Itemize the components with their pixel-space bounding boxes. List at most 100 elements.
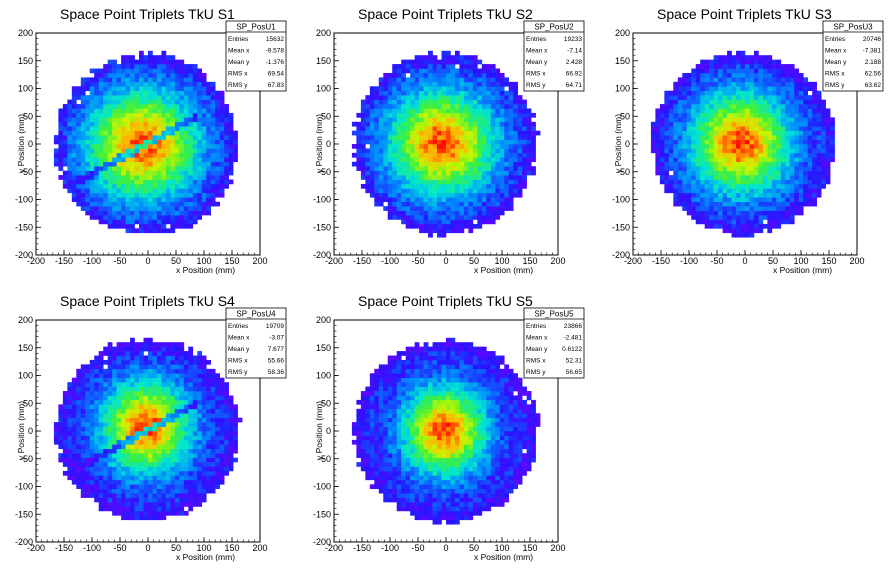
histogram-bin bbox=[85, 444, 91, 450]
histogram-bin bbox=[486, 157, 492, 163]
histogram-bin bbox=[686, 126, 692, 131]
histogram-bin bbox=[410, 90, 415, 96]
histogram-bin bbox=[53, 152, 59, 158]
histogram-bin bbox=[727, 148, 732, 154]
histogram-bin bbox=[807, 170, 813, 176]
histogram-bin bbox=[419, 188, 424, 194]
histogram-bin bbox=[67, 408, 73, 414]
histogram-bin bbox=[740, 148, 746, 154]
histogram-bin bbox=[481, 144, 487, 149]
histogram-bin bbox=[85, 77, 91, 83]
histogram-bin bbox=[780, 112, 786, 118]
histogram-bin bbox=[378, 77, 384, 83]
histogram-bin bbox=[691, 77, 697, 83]
histogram-bin bbox=[704, 179, 710, 185]
histogram-bin bbox=[722, 219, 728, 225]
histogram-bin bbox=[107, 475, 113, 481]
histogram-bin bbox=[387, 152, 393, 158]
histogram-bin bbox=[378, 201, 384, 207]
histogram-bin bbox=[767, 130, 773, 136]
stats-key: Mean x bbox=[526, 48, 548, 55]
histogram-bin bbox=[125, 72, 131, 78]
histogram-bin bbox=[736, 81, 741, 87]
histogram-bin bbox=[481, 219, 487, 225]
histogram-bin bbox=[383, 104, 389, 109]
histogram-bin bbox=[53, 135, 59, 140]
histogram-bin bbox=[85, 479, 91, 485]
histogram-bin bbox=[116, 183, 122, 189]
histogram-bin bbox=[107, 95, 113, 100]
histogram-bin bbox=[143, 99, 149, 105]
histogram-bin bbox=[468, 72, 474, 78]
histogram-bin bbox=[121, 395, 126, 401]
histogram-bin bbox=[798, 99, 804, 105]
histogram-bin bbox=[709, 64, 714, 69]
histogram-bin bbox=[188, 72, 194, 78]
histogram-bin bbox=[454, 104, 460, 109]
histogram-bin bbox=[170, 68, 176, 74]
histogram-bin bbox=[437, 148, 442, 154]
histogram-bin bbox=[112, 386, 117, 392]
histogram-bin bbox=[419, 81, 424, 87]
histogram-bin bbox=[508, 157, 514, 163]
histogram-bin bbox=[405, 121, 411, 127]
histogram-bin bbox=[148, 223, 153, 229]
histogram-bin bbox=[816, 161, 822, 167]
histogram-bin bbox=[125, 139, 131, 145]
histogram-bin bbox=[98, 144, 104, 149]
histogram-bin bbox=[677, 86, 683, 92]
histogram-bin bbox=[794, 99, 800, 105]
histogram-bin bbox=[98, 382, 104, 387]
histogram-bin bbox=[468, 130, 474, 136]
histogram-bin bbox=[94, 368, 100, 374]
histogram-bin bbox=[130, 192, 135, 198]
histogram-bin bbox=[758, 161, 764, 167]
histogram-bin bbox=[165, 161, 171, 167]
histogram-bin bbox=[374, 126, 380, 131]
histogram-bin bbox=[821, 161, 826, 167]
histogram-bin bbox=[365, 99, 371, 105]
histogram-bin bbox=[463, 95, 469, 100]
histogram-bin bbox=[143, 435, 149, 441]
histogram-bin bbox=[709, 90, 714, 96]
histogram-bin bbox=[125, 493, 131, 498]
histogram-bin bbox=[758, 170, 764, 176]
histogram-bin bbox=[753, 130, 759, 136]
histogram-bin bbox=[401, 72, 406, 78]
histogram-bin bbox=[803, 139, 809, 145]
histogram-bin bbox=[745, 166, 750, 171]
histogram-bin bbox=[76, 139, 82, 145]
histogram-bin bbox=[383, 197, 389, 203]
histogram-bin bbox=[785, 161, 791, 167]
histogram-bin bbox=[477, 68, 483, 74]
histogram-bin bbox=[58, 108, 64, 114]
histogram-bin bbox=[356, 148, 362, 154]
histogram-bin bbox=[98, 77, 104, 83]
histogram-bin bbox=[107, 117, 113, 123]
histogram-bin bbox=[727, 219, 732, 225]
histogram-bin bbox=[432, 108, 438, 114]
histogram-bin bbox=[780, 81, 786, 87]
y-tick-label: 150 bbox=[316, 56, 331, 66]
histogram-bin bbox=[125, 201, 131, 207]
histogram-bin bbox=[188, 86, 194, 92]
histogram-bin bbox=[134, 466, 140, 472]
histogram-bin bbox=[767, 228, 773, 234]
histogram-bin bbox=[170, 99, 176, 105]
histogram-bin bbox=[139, 413, 144, 418]
histogram-bin bbox=[76, 448, 82, 454]
histogram-bin bbox=[481, 166, 487, 171]
histogram-bin bbox=[508, 201, 514, 207]
histogram-bin bbox=[107, 188, 113, 194]
histogram-bin bbox=[780, 64, 786, 69]
histogram-bin bbox=[183, 161, 189, 167]
histogram-bin bbox=[360, 152, 366, 158]
histogram-bin bbox=[94, 72, 100, 78]
histogram-bin bbox=[94, 104, 100, 109]
histogram-bin bbox=[459, 81, 465, 87]
histogram-bin bbox=[499, 170, 505, 176]
histogram-bin bbox=[378, 104, 384, 109]
histogram-bin bbox=[89, 179, 95, 185]
histogram-bin bbox=[98, 95, 104, 100]
histogram-bin bbox=[116, 215, 122, 220]
